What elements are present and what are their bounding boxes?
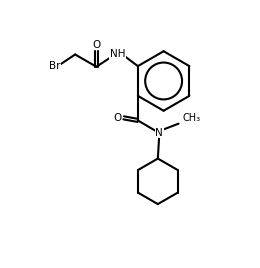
Text: O: O xyxy=(113,113,121,123)
Text: CH₃: CH₃ xyxy=(183,113,200,124)
Text: O: O xyxy=(92,40,101,50)
Text: Br: Br xyxy=(49,61,61,71)
Text: NH: NH xyxy=(110,50,126,59)
Text: N: N xyxy=(155,128,163,138)
